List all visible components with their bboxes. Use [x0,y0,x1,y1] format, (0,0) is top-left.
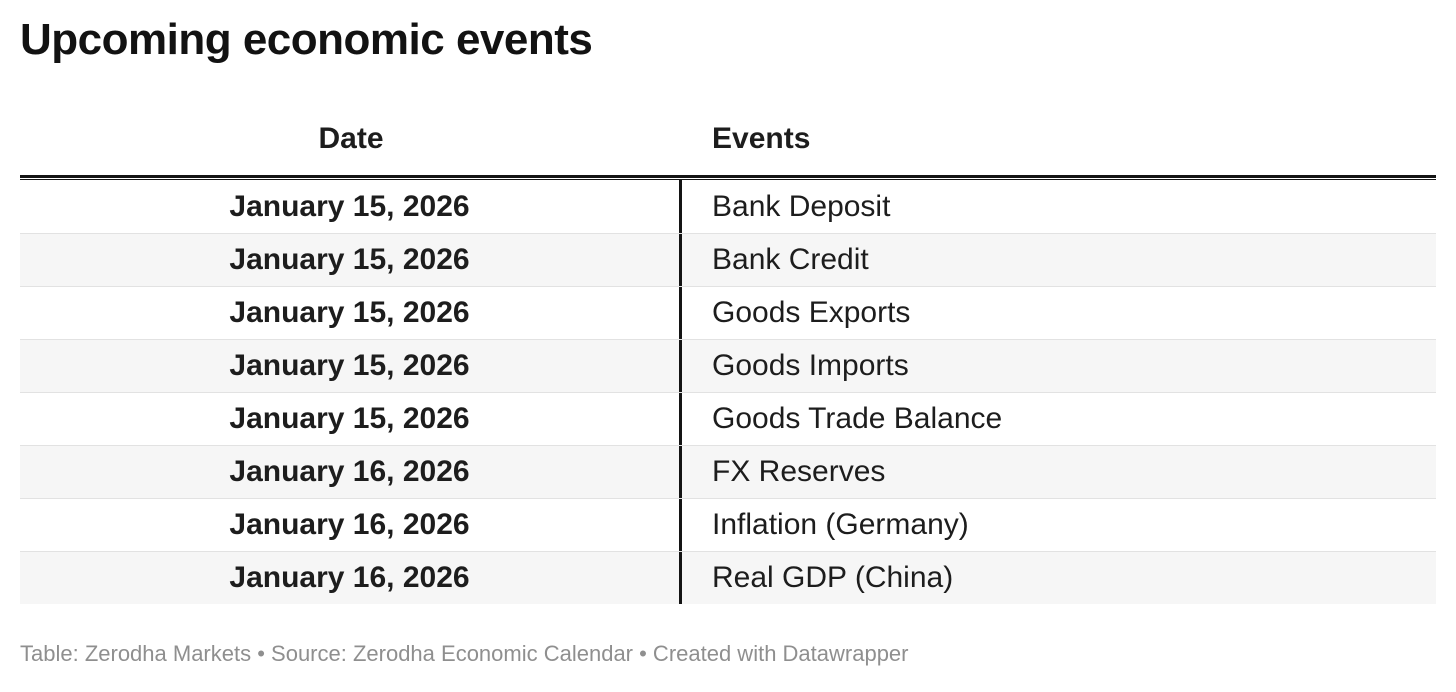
table-row: January 15, 2026 Bank Deposit [20,180,1436,234]
table-row: January 15, 2026 Goods Exports [20,286,1436,340]
event-cell: Inflation (Germany) [712,508,969,542]
date-cell: January 15, 2026 [20,393,682,446]
table-row: January 15, 2026 Goods Imports [20,339,1436,393]
date-cell: January 16, 2026 [20,499,682,552]
date-cell: January 15, 2026 [20,234,682,287]
table-row: January 15, 2026 Goods Trade Balance [20,392,1436,446]
table-header-row: Date Events [20,65,1436,175]
event-cell: Bank Deposit [712,189,891,223]
header-rule [20,175,1436,181]
attribution-line: Table: Zerodha Markets • Source: Zerodha… [20,641,909,667]
table-row: January 16, 2026 FX Reserves [20,445,1436,499]
date-cell: January 15, 2026 [20,340,682,393]
events-table: Date Events January 15, 2026 Bank Deposi… [20,65,1436,605]
table-row: January 16, 2026 Inflation (Germany) [20,498,1436,552]
date-cell: January 15, 2026 [20,287,682,340]
event-cell: Real GDP (China) [712,561,954,595]
event-cell: Goods Exports [712,296,911,330]
table-row: January 16, 2026 Real GDP (China) [20,551,1436,605]
event-cell: Goods Trade Balance [712,402,1003,436]
page-title: Upcoming economic events [20,15,593,64]
event-cell: FX Reserves [712,455,886,489]
column-header-date: Date [318,122,384,156]
date-cell: January 16, 2026 [20,552,682,605]
column-header-events: Events [712,122,811,156]
event-cell: Bank Credit [712,243,869,277]
date-cell: January 16, 2026 [20,446,682,499]
date-cell: January 15, 2026 [20,180,682,234]
table-row: January 15, 2026 Bank Credit [20,233,1436,287]
table-body: January 15, 2026 Bank Deposit January 15… [20,180,1436,605]
event-cell: Goods Imports [712,349,909,383]
